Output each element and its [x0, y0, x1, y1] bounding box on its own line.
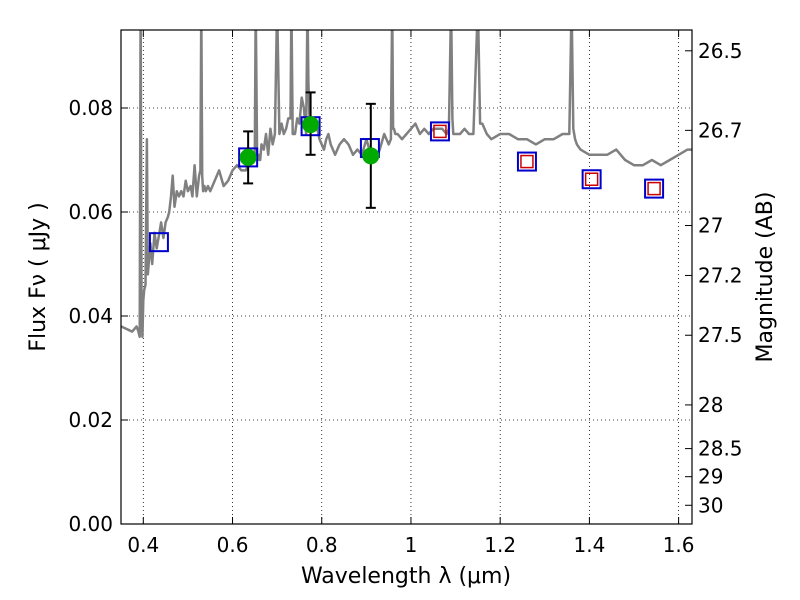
model-photometry-square [429, 121, 450, 142]
x-tick-label: 0.4 [127, 533, 159, 557]
upper-limit-square [433, 124, 447, 139]
y2-axis-label: Magnitude (AB) [753, 192, 778, 363]
observed-flux-point [239, 148, 257, 166]
y2-tick-label: 28.5 [698, 437, 743, 461]
model-photometry-square [644, 178, 665, 199]
x-tick-label: 1.2 [484, 533, 516, 557]
model-photometry-square [148, 232, 169, 253]
y2-ticks: 26.5 26.7 27 27.2 27.5 28 28.5 29 30 [685, 39, 743, 517]
y-tick-label: 0.00 [68, 512, 113, 536]
x-tick-label: 1.4 [573, 533, 605, 557]
grid-group [121, 30, 692, 525]
x-tick-label: 0.6 [217, 533, 249, 557]
observed-flux-point [302, 116, 320, 134]
y2-tick-label: 26.7 [698, 118, 743, 142]
y2-tick-label: 27 [698, 214, 723, 238]
x-tick-label: 1.6 [663, 533, 695, 557]
y-axis-label: Flux Fν ( μJy ) [26, 202, 51, 351]
axes-border [120, 29, 693, 525]
y2-tick-label: 28 [698, 393, 723, 417]
x-ticks: 0.4 0.6 0.8 1 1.2 1.4 1.6 [127, 30, 695, 557]
y-tick-label: 0.08 [68, 96, 113, 120]
x-axis-label: Wavelength λ (μm) [301, 564, 511, 589]
x-tick-label: 1 [405, 533, 418, 557]
y2-tick-label: 27.5 [698, 323, 743, 347]
upper-limit-square [520, 154, 534, 169]
observed-flux-point [362, 147, 380, 165]
upper-limit-square [584, 172, 599, 186]
upper-limit-square [647, 181, 661, 196]
y-ticks: 0.00 0.02 0.04 0.06 0.08 [68, 96, 128, 536]
axes-frame [120, 29, 693, 525]
y2-tick-label: 26.5 [698, 39, 743, 63]
y2-tick-label: 27.2 [698, 263, 743, 287]
model-photometry-square [581, 169, 602, 190]
y2-tick-label: 30 [698, 493, 723, 517]
x-tick-label: 0.8 [306, 533, 338, 557]
model-spectrum-line [121, 30, 692, 339]
y-tick-label: 0.06 [68, 200, 113, 224]
y2-tick-label: 29 [698, 465, 723, 489]
y-tick-label: 0.04 [68, 304, 113, 328]
model-photometry-square [516, 151, 537, 172]
plot-area [121, 30, 692, 339]
y-tick-label: 0.02 [68, 408, 113, 432]
